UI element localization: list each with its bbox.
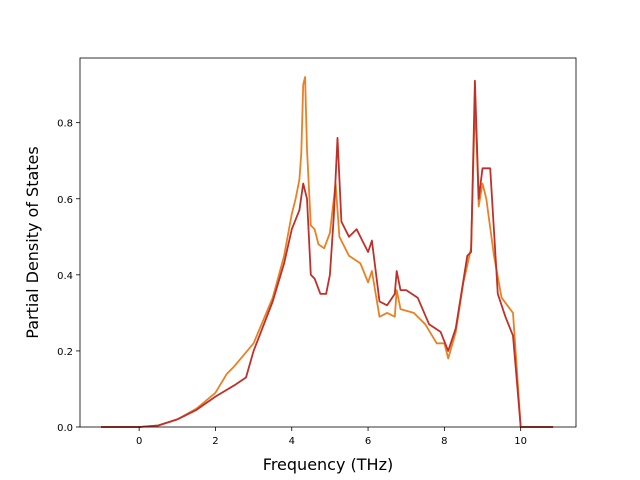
plot-frame [79,57,577,428]
tick-group: 0 2 4 6 8 10 0.0 0.2 0.4 0.6 0.8 [57,119,527,447]
plot-series-group [101,76,554,428]
x-tick-label: 0 [136,436,142,447]
y-tick-label: 0.4 [57,271,73,282]
series-line-1 [101,76,554,428]
x-tick-label: 10 [514,436,527,447]
x-tick-label: 4 [289,436,295,447]
y-tick-label: 0.8 [57,119,73,130]
x-tick-label: 2 [212,436,218,447]
x-tick-label: 6 [365,436,371,447]
y-tick-label: 0.2 [57,347,73,358]
x-tick-label: 8 [441,436,447,447]
x-axis-label: Frequency (THz) [263,455,393,474]
y-tick-label: 0.6 [57,195,73,206]
y-tick-label: 0.0 [57,423,73,434]
series-line-2 [101,79,554,428]
y-axis-label: Partial Density of States [23,146,42,338]
